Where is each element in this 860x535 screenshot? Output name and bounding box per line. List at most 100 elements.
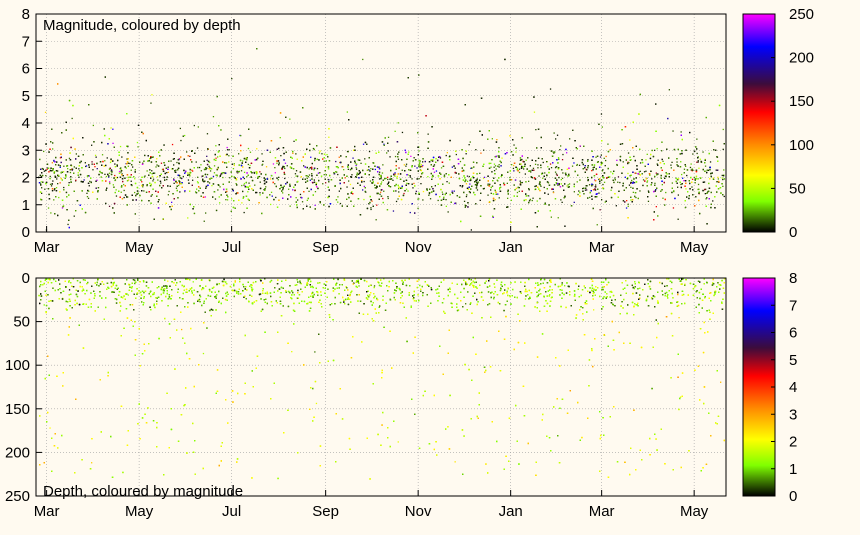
data-point bbox=[645, 166, 646, 167]
data-point bbox=[160, 182, 161, 183]
data-point bbox=[360, 185, 361, 186]
data-point bbox=[404, 164, 405, 165]
data-point bbox=[672, 182, 673, 183]
data-point bbox=[538, 210, 539, 211]
data-point bbox=[473, 162, 474, 163]
data-point bbox=[671, 162, 672, 163]
data-point bbox=[569, 183, 570, 184]
data-point bbox=[378, 152, 379, 153]
data-point bbox=[702, 190, 703, 191]
data-point bbox=[216, 210, 217, 211]
data-point bbox=[102, 180, 103, 181]
data-point bbox=[582, 159, 583, 160]
data-point bbox=[131, 170, 132, 171]
data-point bbox=[516, 188, 517, 189]
data-point bbox=[595, 157, 596, 158]
data-point bbox=[722, 179, 723, 180]
data-point bbox=[62, 206, 63, 207]
data-point bbox=[661, 181, 662, 182]
data-point bbox=[567, 185, 568, 186]
data-point bbox=[215, 198, 216, 199]
data-point bbox=[279, 188, 280, 189]
data-point bbox=[538, 158, 539, 159]
data-point bbox=[241, 185, 242, 186]
data-point bbox=[647, 180, 648, 181]
data-point bbox=[638, 198, 639, 199]
data-point bbox=[124, 190, 125, 191]
data-point bbox=[394, 176, 395, 177]
data-point bbox=[388, 137, 389, 138]
data-point bbox=[231, 176, 232, 177]
data-point bbox=[280, 137, 281, 138]
data-point bbox=[430, 198, 431, 199]
data-point bbox=[289, 185, 290, 186]
data-point bbox=[460, 221, 461, 222]
data-point bbox=[208, 166, 209, 167]
data-point bbox=[557, 162, 558, 163]
data-point bbox=[431, 173, 432, 174]
data-point bbox=[302, 107, 303, 108]
data-point bbox=[434, 172, 435, 173]
data-point bbox=[261, 173, 262, 174]
data-point bbox=[248, 148, 249, 149]
data-point bbox=[686, 175, 687, 176]
data-point bbox=[677, 165, 678, 166]
data-point bbox=[380, 183, 381, 184]
data-point bbox=[680, 153, 681, 154]
data-point bbox=[213, 183, 214, 184]
data-point bbox=[275, 157, 276, 158]
data-point bbox=[497, 166, 498, 167]
data-point bbox=[676, 158, 677, 159]
data-point bbox=[213, 176, 214, 177]
data-point bbox=[183, 136, 184, 137]
data-point bbox=[640, 94, 641, 95]
data-point bbox=[387, 196, 388, 197]
data-point bbox=[414, 157, 415, 158]
data-point bbox=[537, 226, 538, 227]
data-point bbox=[544, 176, 545, 177]
data-point bbox=[377, 193, 378, 194]
data-point bbox=[589, 184, 590, 185]
data-point bbox=[680, 184, 681, 185]
data-point bbox=[387, 184, 388, 185]
data-point bbox=[417, 132, 418, 133]
data-point bbox=[657, 148, 658, 149]
data-point bbox=[91, 161, 92, 162]
data-point bbox=[696, 171, 697, 172]
data-point bbox=[177, 169, 178, 170]
data-point bbox=[647, 154, 648, 155]
data-point bbox=[574, 186, 575, 187]
data-point bbox=[698, 161, 699, 162]
data-point bbox=[636, 165, 637, 166]
data-point bbox=[380, 192, 381, 193]
data-point bbox=[499, 188, 500, 189]
data-point bbox=[276, 163, 277, 164]
data-point bbox=[192, 185, 193, 186]
data-point bbox=[509, 177, 510, 178]
data-point bbox=[656, 173, 657, 174]
data-point bbox=[427, 176, 428, 177]
data-point bbox=[370, 168, 371, 169]
data-point bbox=[277, 207, 278, 208]
data-point bbox=[361, 181, 362, 182]
data-point bbox=[626, 187, 627, 188]
data-point bbox=[637, 173, 638, 174]
data-point bbox=[296, 201, 297, 202]
data-point bbox=[379, 172, 380, 173]
data-point bbox=[412, 203, 413, 204]
data-point bbox=[632, 201, 633, 202]
data-point bbox=[573, 162, 574, 163]
data-point bbox=[363, 144, 364, 145]
data-point bbox=[470, 179, 471, 180]
data-point bbox=[682, 183, 683, 184]
data-point bbox=[351, 192, 352, 193]
data-point bbox=[665, 176, 666, 177]
data-point bbox=[60, 165, 61, 166]
data-point bbox=[500, 161, 501, 162]
data-point bbox=[113, 177, 114, 178]
data-point bbox=[469, 144, 470, 145]
data-point bbox=[654, 150, 655, 151]
data-point bbox=[662, 161, 663, 162]
data-point bbox=[417, 199, 418, 200]
data-point bbox=[158, 152, 159, 153]
